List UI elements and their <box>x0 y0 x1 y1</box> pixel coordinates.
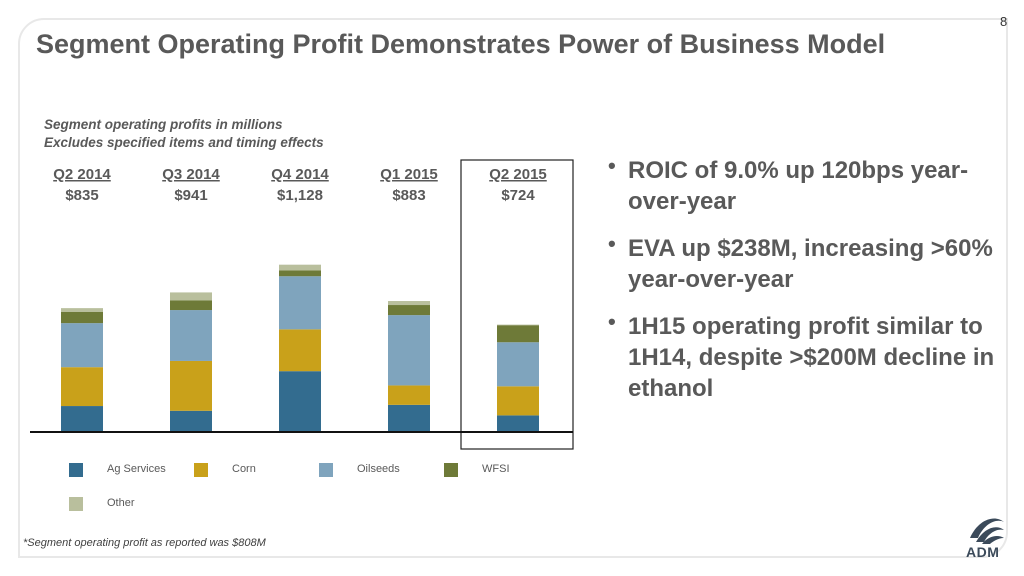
page-number: 8 <box>1000 14 1008 29</box>
category-label: Q4 2014 <box>271 166 329 183</box>
bar-segment <box>170 300 212 311</box>
logo-text: ADM <box>966 544 1000 560</box>
legend-label: Ag Services <box>107 463 166 475</box>
total-label: $883 <box>392 187 425 204</box>
footnote: *Segment operating profit as reported wa… <box>23 537 266 549</box>
legend-swatch <box>194 463 208 477</box>
highlight-box <box>460 159 574 450</box>
bar-segment <box>497 415 539 432</box>
bar-segment <box>388 404 430 432</box>
total-label: $724 <box>501 187 535 204</box>
slide-title: Segment Operating Profit Demonstrates Po… <box>36 29 886 59</box>
bullet-dot-icon: • <box>608 309 616 334</box>
legend-swatch <box>319 463 333 477</box>
category-label: Q2 2015 <box>489 166 547 183</box>
bar-segment <box>61 406 103 432</box>
category-label: Q3 2014 <box>162 166 220 183</box>
adm-logo-icon <box>970 518 1004 544</box>
total-label: $1,128 <box>277 187 323 204</box>
category-label: Q1 2015 <box>380 166 438 183</box>
bar-segment <box>279 276 321 330</box>
legend-swatch <box>69 497 83 511</box>
category-label: Q2 2014 <box>53 166 111 183</box>
slide-frame <box>18 18 1008 558</box>
bar-segment <box>497 342 539 387</box>
bar-segment <box>497 324 539 326</box>
bar-segment <box>279 371 321 432</box>
bullet-dot-icon: • <box>608 231 616 256</box>
bullet-list: • ROIC of 9.0% up 120bps year-over-year •… <box>608 153 998 420</box>
bar-segment <box>388 385 430 405</box>
legend-swatch <box>444 463 458 477</box>
chart-subtitle-line-1: Segment operating profits in millions <box>44 117 283 132</box>
bar-segment <box>388 305 430 316</box>
legend-label: Oilseeds <box>357 463 400 475</box>
bar-segment <box>61 323 103 368</box>
bullet-item: • 1H15 operating profit similar to 1H14, … <box>608 309 998 404</box>
legend-label: WFSI <box>482 463 510 475</box>
bar-segment <box>388 315 430 386</box>
legend-swatch <box>69 463 83 477</box>
legend-label: Other <box>107 497 135 509</box>
bar-segment <box>279 329 321 372</box>
bar-segment <box>279 264 321 271</box>
bar-segment <box>170 310 212 361</box>
bar-segment <box>61 308 103 312</box>
bullet-item: • EVA up $238M, increasing >60% year-over… <box>608 231 998 295</box>
bullet-item: • ROIC of 9.0% up 120bps year-over-year <box>608 153 998 217</box>
legend-label: Corn <box>232 463 256 475</box>
chart-subtitle-line-2: Excludes specified items and timing effe… <box>44 135 324 150</box>
bullet-dot-icon: • <box>608 153 616 178</box>
bar-segment <box>61 367 103 407</box>
total-label: $941 <box>174 187 207 204</box>
bar-segment <box>170 292 212 301</box>
bar-segment <box>497 386 539 416</box>
bar-segment <box>279 270 321 277</box>
bar-segment <box>170 360 212 411</box>
bar-segment <box>388 301 430 306</box>
bar-segment <box>170 410 212 432</box>
bar-segment <box>61 311 103 324</box>
total-label: $835 <box>65 187 98 204</box>
bar-segment <box>497 325 539 343</box>
